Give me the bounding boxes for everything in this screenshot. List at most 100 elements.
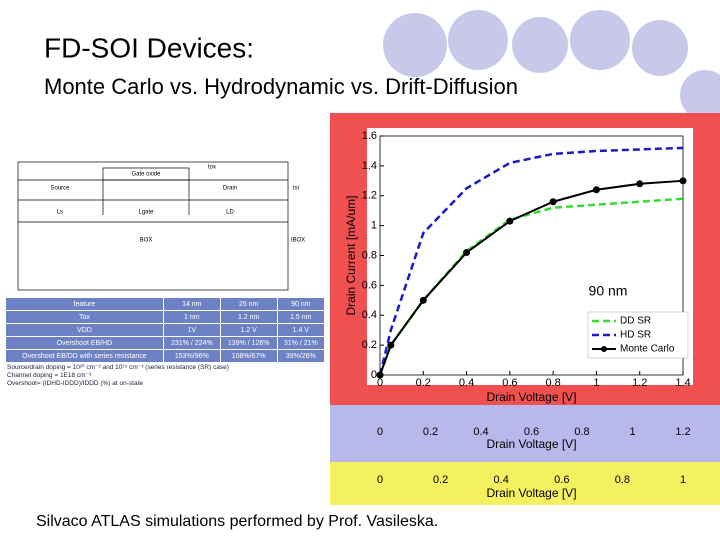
table-cell: 31% / 21%: [276, 336, 326, 350]
table-cell: 1.5 nm: [276, 310, 326, 324]
table-cell: 1.2 V: [219, 323, 278, 337]
diagram-label: tox: [208, 165, 216, 171]
annotation: 90 nm: [589, 283, 628, 299]
table-row: Overshoot EB/DD with series resistance 15…: [5, 349, 326, 363]
x-tick-label: 0.6: [554, 474, 569, 486]
table-row: feature 14 nm 25 nm 90 nm: [5, 297, 326, 311]
diagram-label: LD: [226, 210, 234, 216]
x-tick-label: 0.4: [494, 474, 509, 486]
x-tick-label: 0.8: [574, 426, 589, 438]
table-header-cell: 90 nm: [276, 297, 326, 311]
y-tick-label: 1.2: [362, 190, 377, 202]
marker: [592, 186, 600, 194]
x-tick-label: 0.6: [524, 426, 539, 438]
diagram-label: BOX: [140, 238, 153, 244]
panel-back-yellow: [330, 462, 720, 505]
diagram-label: tBOX: [291, 238, 305, 244]
x-tick-label: 0.2: [433, 474, 448, 486]
diagram-label: Source: [50, 186, 70, 192]
table-cell: Overshoot EB/HD: [5, 336, 164, 350]
x-tick-label: 0.8: [545, 377, 560, 389]
slide-subtitle: Monte Carlo vs. Hydrodynamic vs. Drift-D…: [44, 74, 518, 99]
x-tick-label: 0: [377, 474, 383, 486]
table-row: VDD 1V 1.2 V 1.4 V: [5, 323, 326, 337]
x-axis-label: Drain Voltage [V]: [486, 486, 576, 500]
x-tick-label: 0.2: [423, 426, 438, 438]
legend-marker: [601, 346, 607, 352]
table: feature 14 nm 25 nm 90 nm Tox 1 nm 1.2 nm 1.5 n…: [5, 297, 326, 363]
x-tick-label: 0.4: [473, 426, 488, 438]
diagram-label: Drain: [223, 186, 237, 192]
x-axis-label: Drain Voltage [V]: [486, 437, 576, 451]
table-cell: 231% / 224%: [162, 336, 221, 350]
table-header-cell: 25 nm: [219, 297, 278, 311]
y-tick-label: 0.8: [362, 249, 377, 261]
device-table: feature 14 nm 25 nm 90 nm Tox 1 nm 1.2 nm 1.5 n…: [5, 297, 326, 389]
marker: [506, 217, 514, 225]
diagram-label: Lgate: [138, 210, 154, 216]
note: Channel doping = 1E18 cm⁻³: [7, 372, 92, 379]
x-tick-label: 1: [593, 377, 599, 389]
y-tick-label: 1.4: [362, 160, 377, 172]
x-tick-label: 1.2: [632, 377, 647, 389]
x-tick-label: 0.4: [459, 377, 474, 389]
y-tick-label: 0.6: [362, 279, 377, 291]
y-tick-label: 0: [371, 369, 377, 381]
x-tick-label: 0.8: [615, 474, 630, 486]
x-tick-label: 1.2: [675, 426, 690, 438]
marker: [679, 177, 687, 185]
x-axis-label: Drain Voltage [V]: [486, 390, 576, 404]
x-tick-label: 1: [680, 474, 686, 486]
legend-label: DD SR: [620, 316, 651, 327]
legend-label: Monte Carlo: [620, 344, 675, 355]
marker: [376, 371, 384, 379]
y-axis-label: Drain Current [mA/um]: [344, 195, 358, 315]
slide-title: FD-SOI Devices:: [44, 32, 254, 63]
note: Source/drain doping = 10²⁰ cm⁻³ and 10¹⁹…: [7, 364, 229, 371]
x-tick-label: 0.6: [502, 377, 517, 389]
table-row: Tox 1 nm 1.2 nm 1.5 nm: [5, 310, 326, 324]
table-cell: 108%/67%: [219, 349, 278, 363]
x-tick-label: 0: [377, 377, 383, 389]
table-cell: 1.4 V: [276, 323, 326, 337]
x-tick-label: 1: [629, 426, 635, 438]
device-diagram: [17, 161, 289, 291]
y-tick-label: 1: [371, 220, 377, 232]
series-line: [378, 146, 684, 376]
diagram-label: tsi: [293, 186, 299, 192]
panel-back-blue: [330, 405, 720, 462]
table-cell: 1.2 nm: [219, 310, 278, 324]
table-cell: 153%/96%: [162, 349, 221, 363]
marker: [549, 198, 557, 206]
marker: [387, 341, 395, 349]
charts: 0 0.2 0.4 0.6 0.8 1 Drain Voltage [V] 0 0.2 0.4 0.…: [344, 130, 690, 500]
y-tick-label: 0.2: [362, 339, 377, 351]
x-tick-label: 0: [377, 426, 383, 438]
table-cell: 1V: [162, 323, 221, 337]
table-cell: Tox: [5, 310, 164, 324]
legend-label: HD SR: [620, 330, 651, 341]
y-tick-label: 1.6: [362, 130, 377, 142]
x-tick-label: 0.2: [416, 377, 431, 389]
note: Overshoot= (IDHD-IDDD)/IDDD (%) at on-st…: [7, 380, 143, 387]
footer: Silvaco ATLAS simulations performed by P…: [36, 513, 438, 530]
table-notes: Source/drain doping = 10²⁰ cm⁻³ and 10¹⁹…: [5, 363, 325, 389]
diagram-label: Gate oxide: [131, 172, 161, 178]
table-cell: 39%/26%: [276, 349, 326, 363]
decoration: [383, 10, 720, 120]
table-cell: 1 nm: [162, 310, 221, 324]
y-tick-label: 0.4: [362, 309, 377, 321]
table-row: Overshoot EB/HD 231% / 224% 139% / 126% 31%…: [5, 336, 326, 350]
marker: [636, 180, 644, 188]
table-header-cell: 14 nm: [162, 297, 221, 311]
diagram-label: Ls: [57, 210, 63, 216]
device-labels: Gate oxide tox Source Drain tsi Ls Lgate…: [50, 165, 305, 244]
marker: [463, 249, 471, 257]
table-cell: Overshoot EB/DD with series resistance: [5, 349, 164, 363]
table-cell: 139% / 126%: [219, 336, 278, 350]
x-tick-label: 1.4: [675, 377, 690, 389]
table-cell: VDD: [5, 323, 164, 337]
marker: [419, 296, 427, 304]
